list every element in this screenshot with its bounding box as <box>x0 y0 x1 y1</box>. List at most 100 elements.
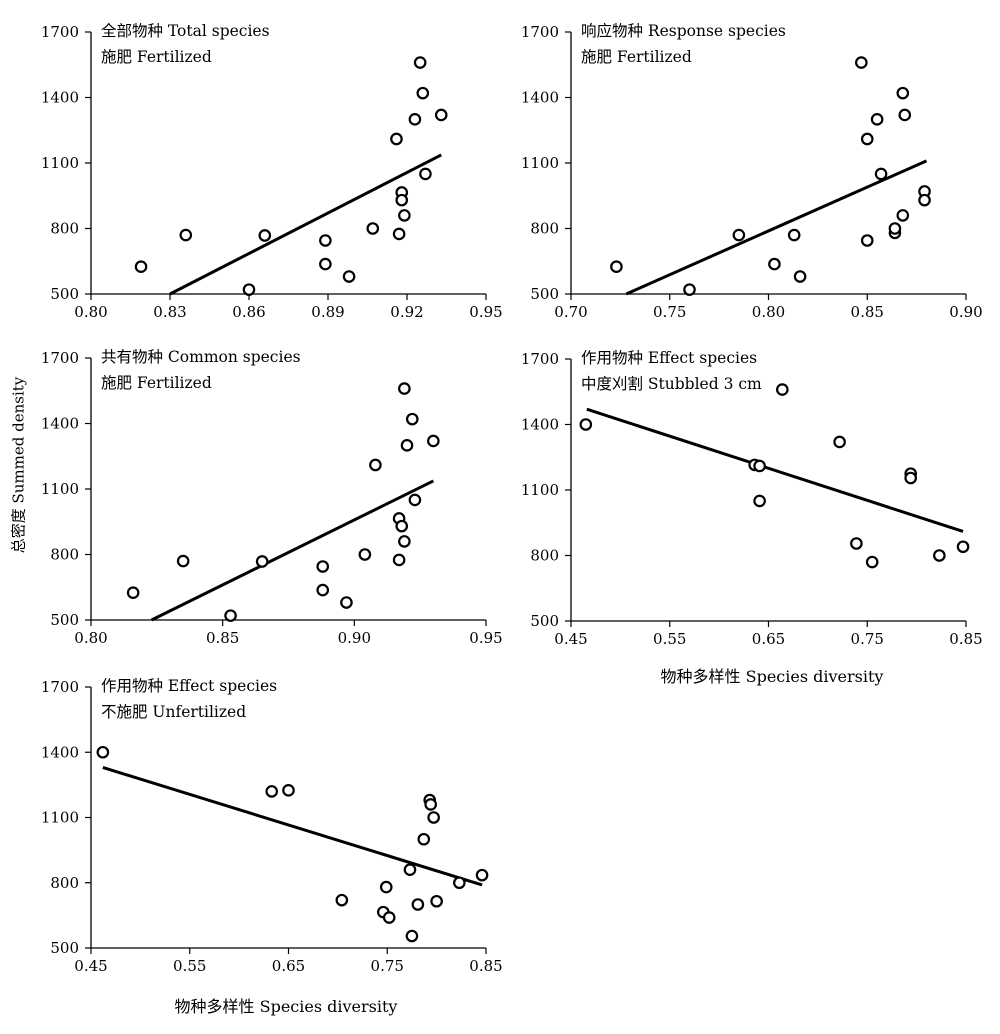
data-point <box>265 785 279 798</box>
data-point <box>126 586 140 600</box>
data-point <box>405 929 419 943</box>
data-point <box>793 270 807 283</box>
data-point <box>933 549 946 562</box>
data-point <box>358 548 372 561</box>
data-point <box>430 894 443 908</box>
y-tick-label: 1700 <box>41 678 79 696</box>
data-point <box>732 228 746 242</box>
data-point <box>860 132 874 146</box>
data-point <box>395 519 409 533</box>
data-point <box>683 283 696 296</box>
data-point <box>379 880 393 894</box>
y-tick-label: 500 <box>50 939 79 957</box>
data-point <box>579 418 593 431</box>
data-point <box>366 222 380 235</box>
data-point <box>904 471 917 485</box>
data-point <box>134 260 148 274</box>
x-tick-label: 0.80 <box>74 629 107 647</box>
x-tick-label: 0.95 <box>469 303 502 321</box>
data-point <box>860 234 874 247</box>
y-tick-label: 1100 <box>41 809 79 827</box>
chart-subtitle: 施肥 Fertilized <box>101 374 212 392</box>
data-point <box>179 228 193 242</box>
data-point <box>319 257 332 271</box>
data-point <box>258 229 272 242</box>
data-point <box>255 555 269 568</box>
data-point <box>416 86 430 100</box>
x-tick-label: 0.65 <box>752 630 785 648</box>
x-tick-label: 0.80 <box>752 303 785 321</box>
y-tick-label: 1100 <box>41 154 79 172</box>
data-point <box>398 209 411 222</box>
y-tick-label: 500 <box>50 285 79 303</box>
data-point <box>408 493 422 507</box>
fit-line <box>102 766 483 887</box>
data-point <box>850 537 863 550</box>
x-tick-label: 0.70 <box>554 303 587 321</box>
x-tick-label: 0.85 <box>206 629 239 647</box>
chart-title: 全部物种 Total species <box>101 22 270 40</box>
data-point <box>870 113 884 126</box>
data-point <box>787 228 801 242</box>
y-tick-label: 800 <box>50 874 79 892</box>
data-point <box>242 283 256 296</box>
data-point <box>408 113 422 126</box>
x-tick-label: 0.45 <box>554 630 587 648</box>
data-point <box>753 459 766 473</box>
x-axis-title-right: 物种多样性 Species diversity <box>660 667 884 686</box>
x-tick-label: 0.75 <box>851 630 884 648</box>
y-tick-label: 1400 <box>41 415 79 433</box>
x-tick-label: 0.75 <box>653 303 686 321</box>
data-point <box>411 898 425 911</box>
y-tick-label: 800 <box>530 220 559 238</box>
data-point <box>610 260 623 274</box>
data-point <box>896 209 910 222</box>
data-point <box>176 554 190 568</box>
y-tick-label: 500 <box>530 285 559 303</box>
y-axis-title-wrap: 总密度 Summed density <box>8 250 28 680</box>
x-tick-label: 0.55 <box>173 957 206 975</box>
data-point <box>427 811 440 824</box>
chart-panel-2: 0.70 0.75 0.80 0.85 0.90 500 800 1100 1400 1700 响应… <box>521 21 983 321</box>
y-tick-label: 1400 <box>521 89 559 107</box>
data-point <box>405 412 419 426</box>
data-point <box>453 876 466 890</box>
data-point <box>335 893 349 907</box>
data-point <box>833 435 846 449</box>
chart-panel-4: 0.45 0.55 0.65 0.75 0.85 500 800 1100 1400 1700 作用… <box>521 349 983 648</box>
y-tick-label: 800 <box>530 547 559 565</box>
data-point <box>424 798 437 811</box>
data-point <box>776 383 789 396</box>
y-tick-label: 1700 <box>521 23 559 41</box>
y-tick-label: 800 <box>50 220 79 238</box>
fit-line <box>150 479 434 622</box>
data-point <box>419 167 432 181</box>
y-tick-label: 1400 <box>41 743 79 761</box>
y-tick-label: 1400 <box>521 416 559 434</box>
data-point <box>753 494 766 508</box>
data-point <box>898 108 912 122</box>
x-tick-label: 0.45 <box>74 957 107 975</box>
chart-subtitle: 中度刈割 Stubbled 3 cm <box>581 375 762 393</box>
data-point <box>855 56 868 69</box>
data-point <box>340 596 353 609</box>
data-point <box>96 745 110 759</box>
x-axis-title-bottom: 物种多样性 Species diversity <box>174 997 398 1016</box>
x-tick-label: 0.90 <box>949 303 982 321</box>
data-point <box>403 863 417 876</box>
chart-title: 作用物种 Effect species <box>101 677 277 695</box>
data-point <box>874 167 888 181</box>
data-point <box>392 227 406 241</box>
data-point <box>400 439 414 452</box>
data-point <box>865 555 879 569</box>
data-point <box>956 540 970 554</box>
y-tick-label: 1100 <box>521 154 559 172</box>
data-point <box>282 784 295 797</box>
data-point <box>382 911 396 924</box>
data-point <box>413 56 427 69</box>
y-tick-label: 1700 <box>41 23 79 41</box>
chart-panel-5: 0.45 0.55 0.65 0.75 0.85 500 800 1100 1400 1700 作用… <box>41 677 503 975</box>
y-tick-label: 1700 <box>521 350 559 368</box>
y-tick-label: 800 <box>50 546 79 564</box>
data-point <box>398 382 411 395</box>
